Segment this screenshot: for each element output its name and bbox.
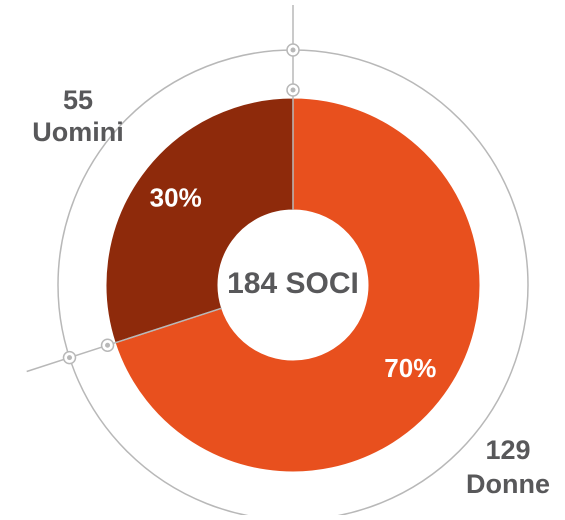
- marker-inner: [290, 87, 296, 93]
- donut-slice: [105, 97, 294, 344]
- count-label: 129: [485, 435, 530, 465]
- center-label: 184 SOCI: [227, 267, 359, 300]
- donut-slice: [114, 97, 481, 473]
- marker-inner: [290, 47, 296, 53]
- category-label: Donne: [466, 469, 550, 499]
- value-label: 70%: [384, 353, 436, 383]
- value-label: 30%: [150, 183, 202, 213]
- marker-inner: [105, 342, 111, 348]
- divider-line: [26, 307, 222, 373]
- category-label: Uomini: [32, 117, 124, 147]
- count-label: 55: [63, 85, 93, 115]
- marker-inner: [67, 355, 73, 361]
